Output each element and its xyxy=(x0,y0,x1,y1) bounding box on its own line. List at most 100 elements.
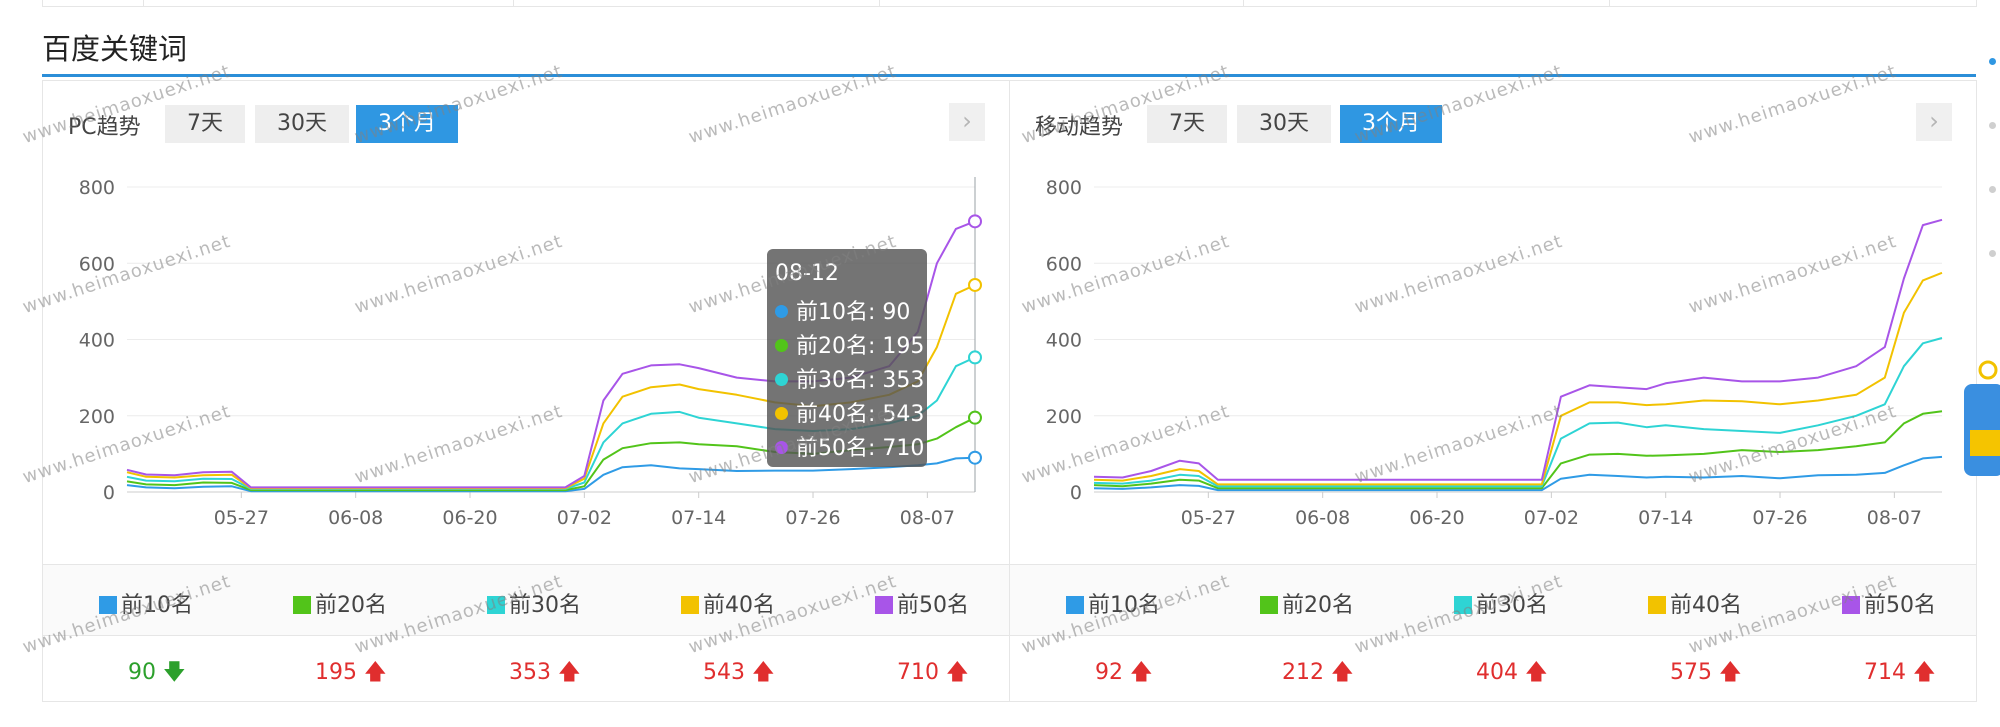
tab-3months[interactable]: 3个月 xyxy=(356,105,458,143)
series-dot-icon xyxy=(775,407,788,420)
y-tick-label: 200 xyxy=(79,406,115,428)
value-top40: 543 🡅 xyxy=(703,655,775,693)
legend-item-top50[interactable]: 前50名 xyxy=(1842,587,1936,619)
legend-swatch-icon xyxy=(487,596,505,614)
value-number: 353 xyxy=(509,660,551,685)
tooltip-row-text: 前30名: 353 xyxy=(796,368,925,393)
value-top50: 710 🡅 xyxy=(897,655,969,693)
next-arrow-button[interactable]: › xyxy=(949,103,985,141)
hover-point-marker xyxy=(968,450,982,465)
value-top50: 714 🡅 xyxy=(1864,655,1936,693)
tooltip-row-text: 前20名: 195 xyxy=(796,334,925,359)
x-tick-label: 07-14 xyxy=(671,507,726,529)
value-number: 710 xyxy=(897,660,939,685)
y-tick-label: 400 xyxy=(79,330,115,352)
legend-label: 前10名 xyxy=(121,593,193,618)
next-arrow-button[interactable]: › xyxy=(1916,103,1952,141)
value-top20: 212 🡅 xyxy=(1282,655,1354,693)
legend-label: 前30名 xyxy=(1476,593,1548,618)
legend-item-top30[interactable]: 前30名 xyxy=(1454,587,1548,619)
series-line xyxy=(1093,410,1943,490)
value-number: 543 xyxy=(703,660,745,685)
tab-30days[interactable]: 30天 xyxy=(255,105,349,143)
y-tick-label: 600 xyxy=(79,253,115,275)
tab-7days[interactable]: 7天 xyxy=(1147,105,1227,143)
mobile-trend-panel: 移动趋势 7天 30天 3个月 › 0 200 400 600 800 05-27 06-0… xyxy=(1009,80,1977,702)
value-number: 404 xyxy=(1476,660,1518,685)
tooltip-row-top30: 前30名: 353 xyxy=(775,362,924,394)
nav-dot[interactable] xyxy=(1989,58,1996,65)
series-dot-icon xyxy=(775,441,788,454)
hover-point-marker xyxy=(968,350,982,365)
summary-values: 92 🡅 212 🡅 404 🡅 575 🡅 714 🡅 xyxy=(1010,637,1976,701)
hover-point-marker xyxy=(968,410,982,425)
panel-title: 移动趋势 xyxy=(1035,115,1124,140)
series-dot-icon xyxy=(775,373,788,386)
value-top10: 90 🡇 xyxy=(128,655,186,693)
tab-7days[interactable]: 7天 xyxy=(165,105,245,143)
legend-label: 前30名 xyxy=(509,593,581,618)
arrow-up-icon: 🡅 xyxy=(1913,660,1936,685)
table-cell-divider xyxy=(1609,0,1610,6)
tab-3months[interactable]: 3个月 xyxy=(1340,105,1442,143)
legend-label: 前40名 xyxy=(703,593,775,618)
hover-point-marker xyxy=(968,277,982,292)
legend-label: 前20名 xyxy=(315,593,387,618)
panel-title: PC趋势 xyxy=(68,115,141,140)
legend-swatch-icon xyxy=(875,596,893,614)
legend-item-top10[interactable]: 前10名 xyxy=(1066,587,1160,619)
y-tick-label: 600 xyxy=(1046,253,1082,275)
tooltip-row-text: 前40名: 543 xyxy=(796,402,925,427)
y-tick-label: 200 xyxy=(1046,406,1082,428)
chart-legend: 前10名 前20名 前30名 前40名 前50名 xyxy=(1010,564,1976,636)
arrow-up-icon: 🡅 xyxy=(1525,660,1548,685)
floating-badge-icon[interactable] xyxy=(1956,360,2000,490)
value-number: 90 xyxy=(128,660,156,685)
chart-tooltip: 08-12 前10名: 90 前20名: 195 前30名: 353 前40名:… xyxy=(767,249,927,467)
legend-item-top50[interactable]: 前50名 xyxy=(875,587,969,619)
legend-item-top30[interactable]: 前30名 xyxy=(487,587,581,619)
table-cell-divider xyxy=(879,0,880,6)
x-tick-label: 08-07 xyxy=(900,507,955,529)
tooltip-row-top20: 前20名: 195 xyxy=(775,328,924,360)
legend-item-top40[interactable]: 前40名 xyxy=(1648,587,1742,619)
section-title: 百度关键词 xyxy=(42,32,188,66)
arrow-up-icon: 🡅 xyxy=(946,660,969,685)
value-number: 714 xyxy=(1864,660,1906,685)
legend-swatch-icon xyxy=(99,596,117,614)
tooltip-date: 08-12 xyxy=(775,261,839,286)
x-tick-label: 07-26 xyxy=(785,507,840,529)
legend-swatch-icon xyxy=(293,596,311,614)
chevron-right-icon: › xyxy=(1929,107,1939,135)
legend-swatch-icon xyxy=(1260,596,1278,614)
legend-item-top20[interactable]: 前20名 xyxy=(293,587,387,619)
x-tick-label: 08-07 xyxy=(1867,507,1922,529)
mobile-trend-chart: 0 200 400 600 800 05-27 06-08 06-20 07-02 07-14 07… xyxy=(1046,177,1943,529)
page-scroll-nav[interactable] xyxy=(1984,40,2000,727)
nav-dot[interactable] xyxy=(1989,122,1996,129)
legend-item-top10[interactable]: 前10名 xyxy=(99,587,193,619)
x-tick-label: 07-14 xyxy=(1638,507,1693,529)
x-tick-label: 06-20 xyxy=(442,507,497,529)
legend-label: 前50名 xyxy=(897,593,969,618)
arrow-up-icon: 🡅 xyxy=(1719,660,1742,685)
legend-item-top20[interactable]: 前20名 xyxy=(1260,587,1354,619)
tooltip-row-top10: 前10名: 90 xyxy=(775,294,910,326)
tab-30days[interactable]: 30天 xyxy=(1237,105,1331,143)
nav-dot[interactable] xyxy=(1989,250,1996,257)
pc-trend-panel: PC趋势 7天 30天 3个月 › 0 200 400 600 800 05-27 06-0… xyxy=(42,80,1010,702)
series-dot-icon xyxy=(775,305,788,318)
series-line xyxy=(1093,271,1943,486)
nav-dot[interactable] xyxy=(1989,186,1996,193)
table-cell-divider xyxy=(143,0,144,6)
chart-legend: 前10名 前20名 前30名 前40名 前50名 xyxy=(43,564,1009,636)
legend-item-top40[interactable]: 前40名 xyxy=(681,587,775,619)
series-line xyxy=(1093,337,1943,488)
y-tick-label: 0 xyxy=(1070,482,1082,504)
arrow-up-icon: 🡅 xyxy=(1130,660,1153,685)
y-tick-label: 800 xyxy=(1046,177,1082,199)
value-number: 575 xyxy=(1670,660,1712,685)
value-top40: 575 🡅 xyxy=(1670,655,1742,693)
value-number: 212 xyxy=(1282,660,1324,685)
value-number: 195 xyxy=(315,660,357,685)
